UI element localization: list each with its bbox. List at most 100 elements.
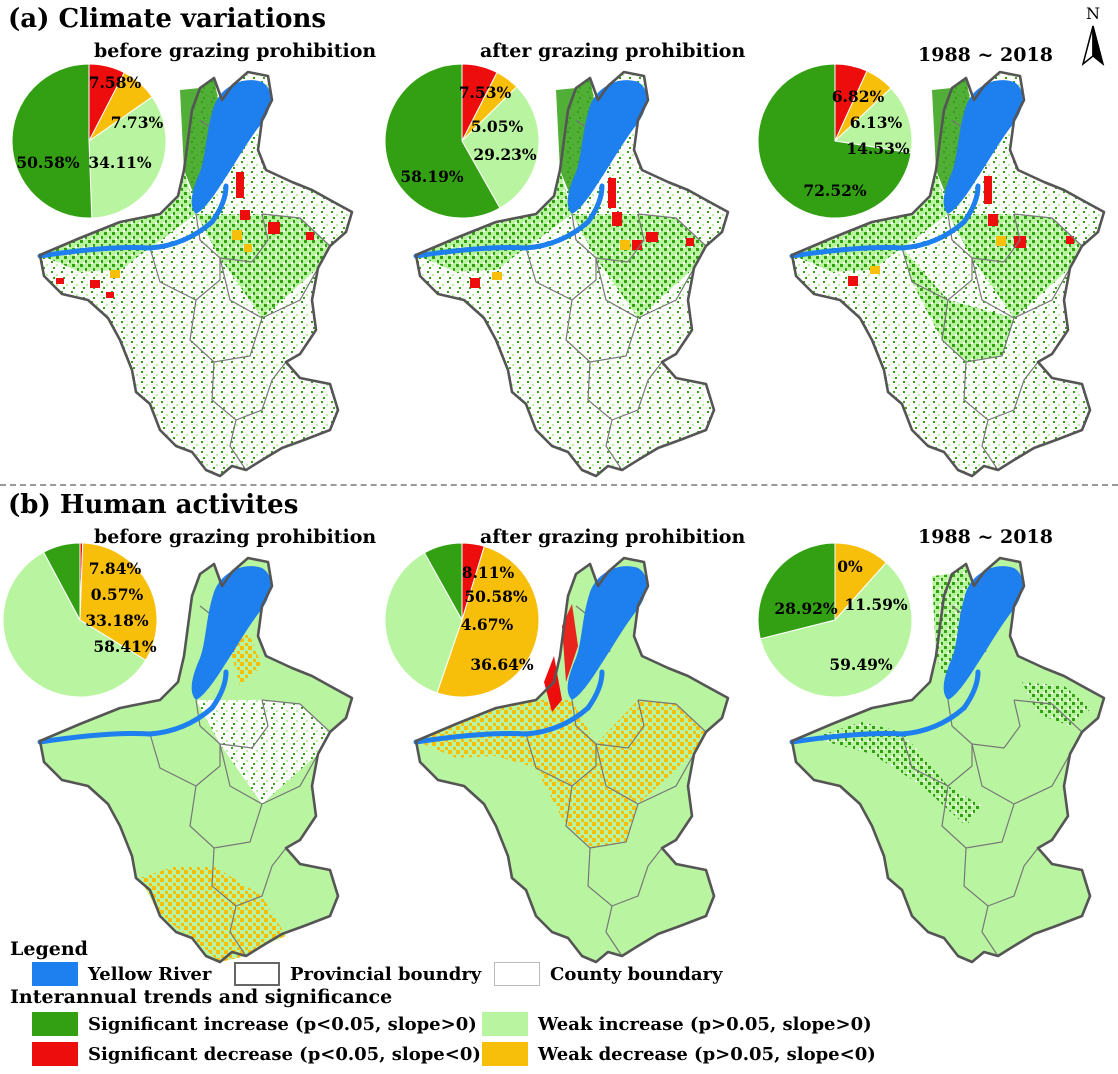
- yellow-river-line: [37, 183, 229, 259]
- orange-patch: [996, 236, 1006, 246]
- pie-label-weak-inc: 14.53%: [846, 139, 910, 158]
- legend-significant-increase: Significant increase (p<0.05, slope>0): [32, 1012, 477, 1036]
- region-south-orange: [140, 866, 286, 962]
- provincial-boundary-line: [414, 70, 730, 478]
- provincial-boundary-line: [38, 70, 354, 478]
- red-patch: [988, 214, 998, 226]
- pie-label-weak-inc: 29.23%: [473, 145, 537, 164]
- pie-slice-weak-inc: [759, 561, 913, 698]
- red-patch: [106, 292, 114, 298]
- county-boundary-line: [947, 213, 1021, 263]
- region-red-strip-2: [562, 604, 578, 682]
- pie-slice-weak-dec: [79, 542, 158, 661]
- panel-title-b-before: before grazing prohibition: [94, 526, 377, 548]
- red-patch: [90, 280, 100, 288]
- pie-label-weak-inc: 58.41%: [93, 637, 157, 656]
- county-boundary-line: [981, 905, 999, 957]
- county-boundary-line: [981, 419, 999, 471]
- provincial-boundary-line: [790, 556, 1106, 964]
- significant-decrease-swatch: [32, 1042, 78, 1066]
- pie-slice-weak-inc: [461, 86, 540, 209]
- pie-label-sig-inc: 7.84%: [89, 559, 142, 578]
- red-patch: [306, 232, 314, 240]
- legend-provincial-boundary: Provincial boundry: [234, 962, 481, 986]
- county-boundary-line: [211, 361, 287, 421]
- red-patch: [56, 278, 64, 284]
- pie-label-weak-inc: 59.49%: [829, 655, 893, 674]
- yellow-river-lake: [567, 566, 647, 700]
- pie-slice-sig-inc: [423, 542, 463, 622]
- county-boundary-line: [1013, 213, 1083, 247]
- legend-weak-increase-label: Weak increase (p>0.05, slope>0): [538, 1013, 872, 1035]
- pie-slice-sig-inc: [757, 542, 836, 640]
- pie-label-sig-inc: 28.92%: [774, 599, 838, 618]
- section-b-title: (b) Human activites: [8, 490, 299, 520]
- yellow-river-lake: [191, 80, 271, 214]
- provincial-boundary-line: [414, 556, 730, 964]
- county-boundary-line: [963, 361, 1039, 421]
- region-diagonal-green: [812, 722, 982, 826]
- provincial-boundary-line: [38, 556, 354, 964]
- orange-patch: [492, 272, 502, 280]
- region-mid-green: [902, 248, 1014, 362]
- legend-yellow-river: Yellow River: [32, 962, 211, 986]
- yellow-river-line: [413, 183, 605, 259]
- legend-significant-decrease: Significant decrease (p<0.05, slope<0): [32, 1042, 481, 1066]
- region-ridge-green: [556, 78, 596, 200]
- red-patch: [470, 278, 480, 288]
- pie-label-weak-inc: 36.64%: [470, 655, 534, 674]
- county-boundary-line: [637, 699, 707, 733]
- pie-slice-sig-inc: [11, 63, 93, 219]
- region-central-green: [948, 214, 1082, 318]
- legend-weak-increase: Weak increase (p>0.05, slope>0): [482, 1012, 872, 1036]
- yellow-river-line: [789, 669, 981, 745]
- panel-title-a-before: before grazing prohibition: [94, 40, 377, 62]
- pie-label-sig-dec: 0.57%: [91, 585, 144, 604]
- county-boundary-line: [571, 213, 645, 263]
- pie-label-weak-inc: 34.11%: [88, 153, 152, 172]
- region-base: [40, 72, 352, 476]
- pie-label-weak-dec: 33.18%: [85, 611, 149, 630]
- pie-label-weak-dec: 11.59%: [844, 595, 908, 614]
- region-base: [792, 72, 1104, 476]
- region-north-green: [416, 170, 572, 272]
- yellow-river-lake: [943, 566, 1023, 700]
- pie-a-full: 6.82% 6.13% 14.53% 72.52%: [757, 63, 913, 219]
- map-a-after: [413, 70, 730, 478]
- region-central-green: [196, 214, 330, 318]
- legend-weak-decrease-label: Weak decrease (p>0.05, slope<0): [538, 1043, 876, 1065]
- pie-label-sig-inc: 58.19%: [400, 167, 464, 186]
- pie-a-before: 7.58% 7.73% 34.11% 50.58%: [11, 63, 167, 219]
- legend-yellow-river-label: Yellow River: [88, 963, 212, 985]
- county-boundary-line: [1013, 699, 1083, 733]
- map-b-after: [413, 556, 730, 964]
- pie-slice-weak-inc: [88, 96, 167, 219]
- pie-slice-sig-inc: [757, 63, 912, 219]
- orange-patch: [244, 244, 252, 252]
- orange-patch: [620, 240, 630, 250]
- county-boundary-line: [195, 699, 269, 749]
- red-patch: [646, 232, 658, 242]
- county-boundary-swatch: [494, 962, 540, 986]
- pie-label-weak-dec: 7.73%: [111, 113, 164, 132]
- region-base: [416, 72, 728, 476]
- red-patch: [236, 172, 244, 198]
- county-boundary-line: [229, 905, 247, 957]
- pie-label-sig-dec: 4.67%: [461, 615, 514, 634]
- panel-title-b-after: after grazing prohibition: [480, 526, 746, 548]
- orange-patch: [232, 230, 242, 240]
- red-patch: [612, 212, 622, 226]
- region-east-green: [1022, 682, 1092, 726]
- pie-label-sig-inc: 72.52%: [803, 181, 867, 200]
- county-boundary-line: [229, 419, 247, 471]
- pie-label-sig-dec: 7.58%: [89, 73, 142, 92]
- pie-label-sig-inc: 8.11%: [462, 563, 515, 582]
- provincial-boundary-line: [790, 70, 1106, 478]
- county-boundary-line: [947, 699, 1021, 749]
- pie-a-after: 7.53% 5.05% 29.23% 58.19%: [384, 63, 540, 219]
- pie-b-before: 0.57% 33.18% 58.41% 7.84%: [2, 542, 158, 698]
- legend-significant-increase-label: Significant increase (p<0.05, slope>0): [88, 1013, 477, 1035]
- north-arrow-label: N: [1086, 4, 1100, 23]
- weak-decrease-swatch: [482, 1042, 528, 1066]
